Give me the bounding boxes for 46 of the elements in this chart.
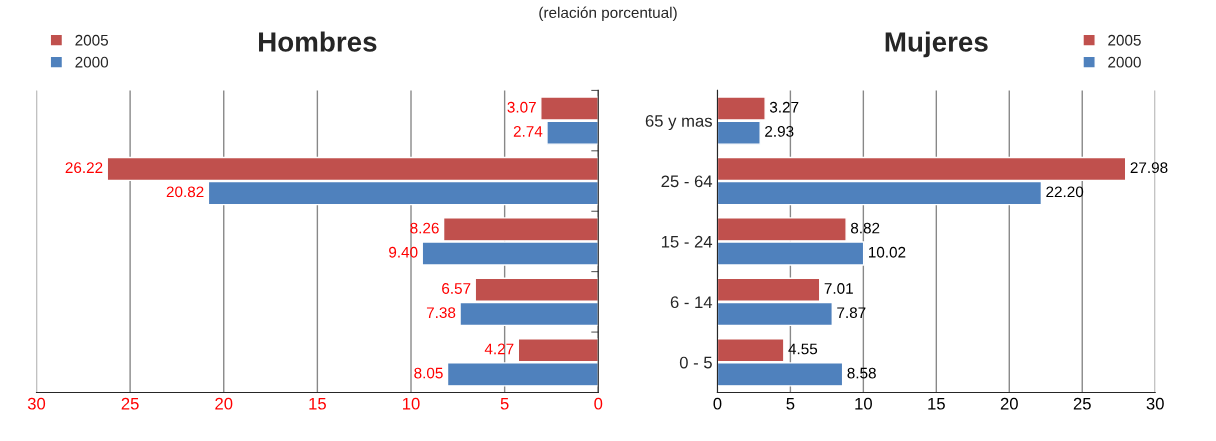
- y-tick-label: 65 y mas: [645, 115, 712, 131]
- x-tick-label: 20: [215, 397, 233, 410]
- y-tick-label: 0 - 5: [679, 356, 712, 369]
- data-label: 7.87: [837, 307, 866, 319]
- x-tick-label: 25: [121, 397, 139, 410]
- legend-label: 2005: [75, 34, 109, 46]
- y-tick-label: 6 - 14: [670, 296, 713, 309]
- legend-label: 2005: [1108, 34, 1141, 46]
- x-tick-label: 15: [928, 397, 945, 410]
- data-label: 8.05: [414, 367, 443, 379]
- x-tick-label: 5: [500, 397, 509, 410]
- data-label: 2.93: [765, 125, 794, 137]
- data-label: 4.27: [484, 343, 514, 355]
- chart-title: Mujeres: [885, 31, 988, 58]
- data-label: 22.20: [1046, 186, 1084, 198]
- data-label: 7.38: [426, 307, 456, 319]
- data-label: 4.55: [788, 343, 818, 355]
- x-tick-label: 5: [786, 397, 795, 410]
- data-label: 3.07: [507, 101, 536, 113]
- chart-title: Hombres: [259, 31, 377, 52]
- x-tick-label: 0: [594, 397, 603, 410]
- data-label: 2.74: [513, 125, 543, 137]
- legend-label: 2000: [75, 56, 109, 68]
- data-label: 7.01: [824, 283, 853, 294]
- x-tick-label: 10: [403, 397, 420, 410]
- x-tick-label: 20: [1000, 397, 1018, 410]
- x-tick-label: 0: [713, 397, 722, 410]
- x-tick-label: 30: [27, 397, 46, 410]
- data-label: 8.26: [410, 222, 439, 234]
- x-tick-label: 10: [855, 397, 872, 410]
- data-label: 3.27: [769, 101, 799, 113]
- x-tick-label: 25: [1073, 397, 1091, 410]
- x-tick-label: 15: [309, 397, 326, 410]
- y-tick-label: 15 - 24: [661, 235, 713, 248]
- data-label: 9.40: [389, 246, 418, 258]
- chart-subtitle: (relación porcentual): [539, 6, 677, 22]
- data-label: 6.57: [442, 283, 471, 294]
- data-label: 26.22: [65, 162, 103, 174]
- x-tick-label: 30: [1146, 397, 1164, 410]
- data-label: 10.02: [868, 246, 906, 258]
- legend-label: 2000: [1108, 56, 1141, 68]
- data-label: 27.98: [1130, 162, 1168, 174]
- data-label: 8.58: [847, 367, 876, 379]
- data-label: 20.82: [166, 186, 204, 198]
- data-label: 8.82: [850, 222, 880, 234]
- y-tick-label: 25 - 64: [661, 175, 713, 188]
